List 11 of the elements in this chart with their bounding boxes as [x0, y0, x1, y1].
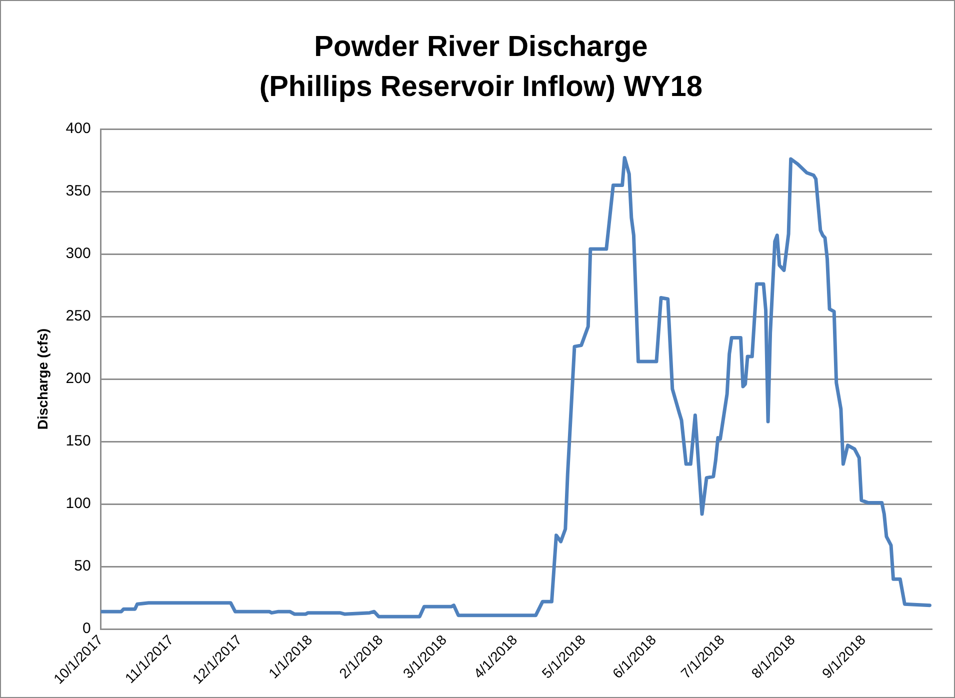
y-axis-title: Discharge (cfs)	[34, 328, 50, 430]
chart-title: Powder River Discharge (Phillips Reservoir Inflow) WY18	[258, 30, 704, 105]
y-tick-label: 200	[66, 370, 91, 388]
y-tick-label: 400	[66, 120, 91, 138]
y-tick-label: 300	[66, 245, 91, 262]
y-tick-label: 250	[66, 308, 91, 325]
y-tick-label: 350	[66, 182, 91, 200]
y-tick-label: 50	[74, 558, 91, 575]
y-tick-label: 0	[82, 620, 91, 638]
y-tick-label: 100	[66, 495, 91, 512]
y-tick-label: 150	[66, 432, 91, 450]
